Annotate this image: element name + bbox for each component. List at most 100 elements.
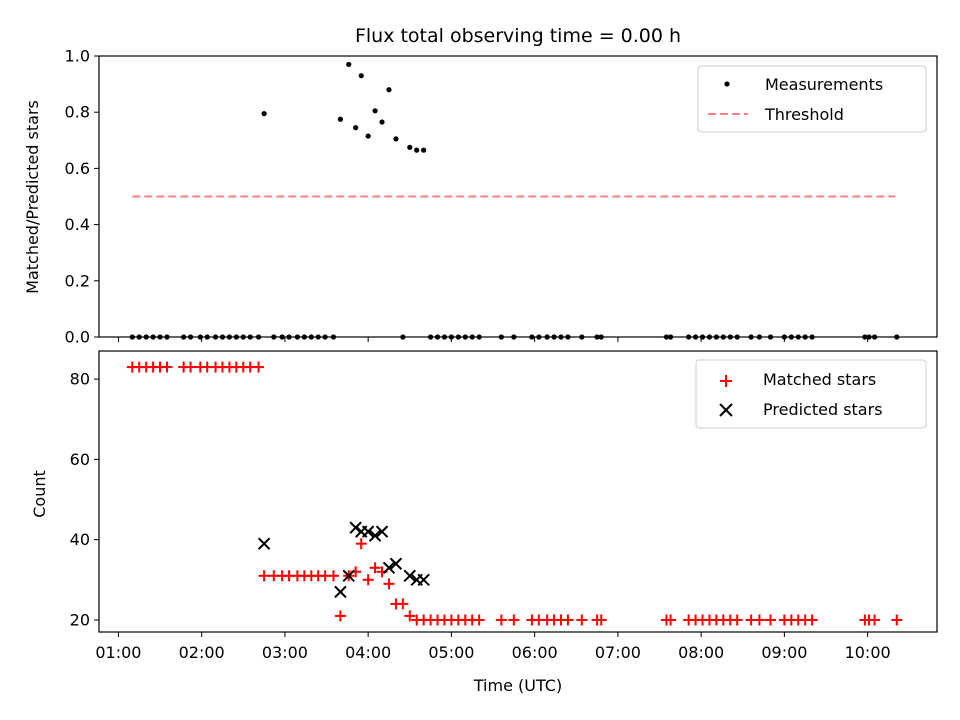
- measurement-point-59: [663, 334, 670, 340]
- matched-star-17: [258, 570, 270, 582]
- measurement-point-53: [551, 334, 557, 340]
- bottom-y-tick-label-3: 80: [70, 370, 90, 389]
- measurement-point-71: [767, 334, 774, 340]
- matched-star-60: [665, 614, 677, 626]
- bottom-y-axis-label: Count: [30, 470, 49, 518]
- measurement-point-32: [372, 108, 378, 114]
- bottom-y-tick-label-2: 60: [70, 450, 90, 469]
- measurement-point-2: [143, 334, 149, 340]
- x-axis-label: Time (UTC): [473, 676, 562, 695]
- matched-star-34: [383, 578, 395, 590]
- measurement-point-1: [136, 334, 142, 340]
- measurement-point-0: [129, 334, 135, 340]
- measurement-point-11: [219, 334, 226, 340]
- measurement-point-18: [271, 334, 277, 340]
- legend-matched-marker: [720, 375, 732, 387]
- measurement-point-29: [353, 125, 359, 131]
- measurement-point-56: [579, 334, 585, 340]
- measurement-point-13: [233, 334, 239, 340]
- measurement-point-64: [706, 334, 713, 340]
- top-legend-frame: [697, 65, 927, 133]
- bottom-plot-area: [98, 350, 938, 633]
- bottom-y-tick-label-1: 40: [70, 530, 90, 549]
- measurement-point-68: [734, 334, 740, 340]
- matched-star-71: [765, 614, 777, 626]
- measurement-point-69: [748, 334, 754, 340]
- measurement-point-49: [511, 334, 517, 340]
- measurement-point-41: [434, 334, 441, 340]
- measurement-point-54: [558, 334, 564, 340]
- top-panel: 0.0 0.2 0.4 0.6 0.8 1.0 Matched/Predicted sta…: [23, 47, 938, 347]
- matched-star-5: [161, 361, 173, 373]
- measurement-point-57: [594, 334, 600, 340]
- top-y-tick-label-1: 0.2: [65, 271, 90, 290]
- measurement-point-34: [386, 87, 392, 93]
- legend-measurements-label: Measurements: [765, 75, 883, 94]
- measurement-point-24: [315, 334, 321, 340]
- measurement-point-58: [598, 334, 604, 340]
- measurement-point-22: [301, 334, 307, 340]
- bottom-x-tick-label-8: 09:00: [761, 643, 807, 662]
- measurement-point-73: [788, 334, 794, 340]
- top-y-tick-label-5: 1.0: [65, 47, 90, 66]
- measurement-point-44: [455, 334, 461, 340]
- measurement-point-23: [308, 334, 314, 340]
- bottom-x-tick-label-9: 10:00: [845, 643, 891, 662]
- measurement-point-28: [346, 61, 352, 68]
- measurement-point-48: [498, 334, 504, 340]
- measurement-point-51: [536, 334, 542, 340]
- legend-measurements-marker: [724, 81, 730, 87]
- top-y-tick-label-3: 0.6: [65, 159, 90, 178]
- legend-threshold-label: Threshold: [764, 105, 844, 124]
- bottom-legend-frame: [695, 359, 927, 429]
- bottom-x-tick-label-6: 07:00: [595, 643, 641, 662]
- measurement-point-4: [157, 334, 163, 340]
- measurement-point-60: [668, 334, 674, 340]
- measurement-point-38: [414, 147, 420, 153]
- predicted-star-1: [334, 585, 347, 599]
- measurement-point-62: [692, 334, 699, 340]
- matched-star-37: [404, 610, 416, 622]
- measurement-point-39: [421, 147, 427, 153]
- matched-star-47: [473, 614, 485, 626]
- predicted-star-12: [417, 573, 430, 587]
- legend-predicted-marker: [719, 403, 733, 417]
- predicted-star-6: [368, 529, 382, 542]
- measurement-point-66: [720, 334, 726, 340]
- top-y-ticks: 0.0 0.2 0.4 0.6 0.8 1.0: [65, 47, 99, 347]
- predicted-star-10: [403, 569, 416, 583]
- measurement-point-15: [247, 334, 253, 340]
- predicted-star-7: [375, 525, 389, 538]
- top-y-axis-label: Matched/Predicted stars: [23, 100, 42, 294]
- matched-star-68: [731, 614, 743, 626]
- measurement-point-35: [393, 136, 399, 142]
- measurement-point-37: [407, 144, 413, 150]
- measurement-point-19: [279, 334, 285, 340]
- measurement-point-17: [261, 111, 267, 117]
- measurement-point-16: [255, 334, 262, 340]
- measurement-point-47: [476, 334, 482, 340]
- measurement-point-75: [802, 334, 808, 340]
- measurement-layer: [129, 61, 900, 340]
- top-y-tick-label-4: 0.8: [65, 103, 90, 122]
- measurement-point-52: [544, 334, 550, 340]
- measurement-point-33: [379, 119, 385, 125]
- predicted-star-9: [389, 557, 403, 570]
- bottom-x-tick-label-0: 01:00: [95, 643, 141, 662]
- matched-star-55: [562, 614, 574, 626]
- bottom-x-tick-label-3: 04:00: [345, 643, 391, 662]
- matched-star-36: [397, 598, 409, 610]
- bottom-x-tick-label-7: 08:00: [678, 643, 724, 662]
- predicted-stars-layer: [257, 521, 430, 599]
- measurement-point-67: [727, 334, 733, 340]
- predicted-star-8: [382, 561, 396, 574]
- measurement-point-80: [894, 334, 900, 340]
- measurement-point-77: [862, 334, 868, 340]
- measurement-point-27: [337, 116, 344, 122]
- bottom-x-tick-label-2: 03:00: [262, 643, 308, 662]
- measurement-point-36: [400, 334, 406, 340]
- predicted-star-2: [342, 569, 355, 583]
- bottom-x-tick-label-4: 05:00: [428, 643, 474, 662]
